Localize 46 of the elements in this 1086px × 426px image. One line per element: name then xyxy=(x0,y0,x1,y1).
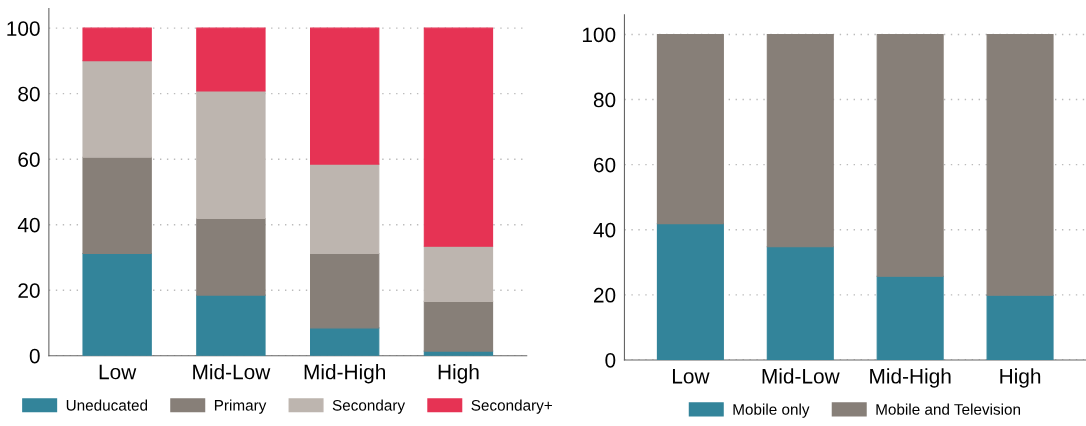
legend-label: Mobile and Television xyxy=(876,403,1021,415)
bar xyxy=(423,300,494,352)
bar xyxy=(309,163,380,255)
legend-label: Uneducated xyxy=(66,399,148,411)
legend-label: Mobile only xyxy=(733,403,810,418)
bar xyxy=(766,33,834,248)
y-tick-label: 40 xyxy=(593,222,616,238)
x-tick-label: High xyxy=(438,364,479,384)
bar xyxy=(986,294,1054,360)
y-tick-label: 100 xyxy=(582,27,616,43)
y-tick-label: 80 xyxy=(18,86,40,102)
bar xyxy=(309,27,380,165)
y-tick-label: 80 xyxy=(593,92,616,108)
bar xyxy=(986,33,1054,296)
bar xyxy=(766,246,834,360)
y-tick-label: 20 xyxy=(18,283,40,298)
bar xyxy=(82,252,152,356)
x-tick-label: Mid-High xyxy=(870,368,951,388)
bar xyxy=(196,27,266,92)
x-tick-label: Low xyxy=(672,369,710,384)
bar xyxy=(876,33,944,277)
bar xyxy=(82,156,152,255)
bar xyxy=(656,223,724,360)
bar xyxy=(309,252,380,329)
legend-label: Secondary+ xyxy=(471,399,552,414)
y-tick-label: 20 xyxy=(593,287,616,303)
y-tick-label: 0 xyxy=(29,348,40,364)
bar xyxy=(82,27,152,62)
x-tick-label: Mid-Low xyxy=(193,364,271,380)
legend-label: Secondary xyxy=(332,399,406,414)
x-tick-label: Mid-High xyxy=(304,364,385,384)
bar xyxy=(656,33,724,225)
x-tick-label: High xyxy=(1000,368,1041,388)
bar xyxy=(423,27,494,247)
bar xyxy=(309,327,380,356)
y-tick-label: 40 xyxy=(17,217,40,233)
bar xyxy=(196,294,266,356)
x-tick-label: Mid-Low xyxy=(762,368,840,384)
y-tick-label: 60 xyxy=(594,157,616,173)
y-tick-label: 100 xyxy=(7,21,40,36)
y-tick-label: 0 xyxy=(605,352,616,368)
bar xyxy=(196,217,266,296)
x-tick-label: Low xyxy=(99,364,137,380)
bar xyxy=(876,275,944,360)
legend-label: Primary xyxy=(214,399,267,414)
y-tick-label: 60 xyxy=(18,152,40,167)
